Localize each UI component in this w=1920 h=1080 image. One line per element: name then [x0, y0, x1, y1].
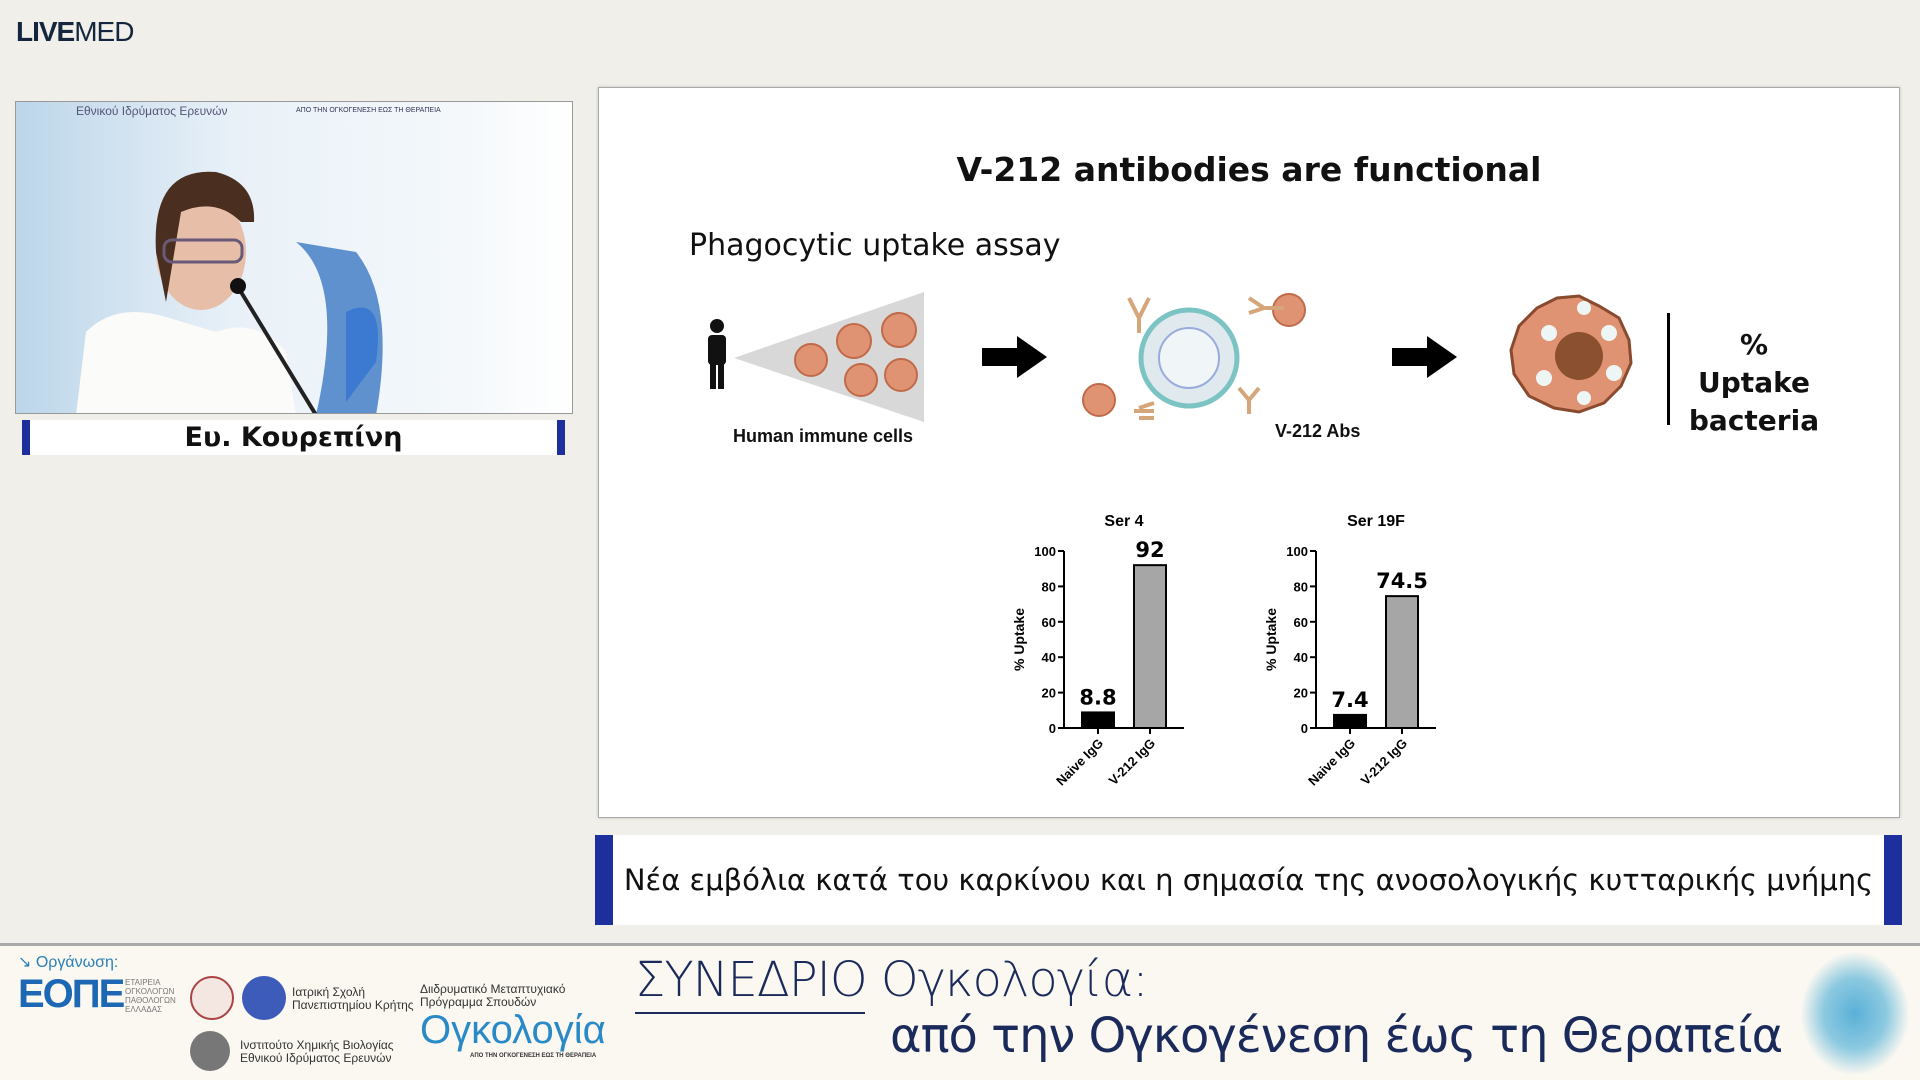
- conference-title-line2: από την Ογκογένεση έως τη Θεραπεία: [890, 1008, 1783, 1064]
- uptake-charts: Ser 4 0 20 40 60 80 100 % Uptake 8.8 Naive IgG 92 V…: [1011, 513, 1436, 789]
- eope-logo: ΕΟΠΕ: [18, 972, 125, 1016]
- slide-title: V-212 antibodies are functional: [956, 150, 1542, 189]
- backdrop-text: ΑΠΟ ΤΗΝ ΟΓΚΟΓΕΝΕΣΗ ΕΩΣ ΤΗ ΘΕΡΑΠΕΙΑ: [296, 107, 441, 114]
- institute-text: Ινστιτούτο Χημικής Βιολογίας Εθνικού Ιδρύ…: [240, 1038, 394, 1065]
- y-tick-label: 60: [1042, 615, 1056, 630]
- eope-subtitle: ΕΤΑΙΡΕΙΑ ΟΓΚΟΛΟΓΩΝ ΠΑΘΟΛΟΓΩΝ ΕΛΛΑΔΑΣ: [125, 978, 176, 1014]
- y-tick-label: 20: [1042, 686, 1056, 701]
- bar-v-212-igg: [1385, 595, 1419, 730]
- brush-decoration: [1800, 951, 1910, 1076]
- livemed-logo: LIVEMED: [16, 16, 134, 47]
- y-tick-label: 100: [1034, 544, 1056, 559]
- y-axis-label: % Uptake: [1263, 608, 1279, 671]
- y-tick-label: 60: [1294, 615, 1308, 630]
- y-tick-label: 80: [1042, 579, 1056, 594]
- arrow-icon: [982, 336, 1047, 378]
- bar-naive-igg: [1333, 713, 1367, 729]
- phagocyte-icon: [1509, 294, 1633, 414]
- y-tick-label: 40: [1294, 650, 1308, 665]
- person-icon: [708, 319, 726, 389]
- divider: [635, 1012, 865, 1014]
- oncology-tagline: ΑΠΟ ΤΗΝ ΟΓΚΟΓΕΝΕΣΗ ΕΩΣ ΤΗ ΘΕΡΑΠΕΙΑ: [470, 1053, 597, 1059]
- program-text: Διιδρυματικό Μεταπτυχιακό Πρόγραμμα Σπουδ…: [420, 982, 566, 1009]
- y-tick-label: 100: [1286, 544, 1308, 559]
- institute-seal: [190, 1031, 230, 1071]
- x-tick-label: Naive IgG: [1305, 736, 1358, 789]
- label-human-immune-cells: Human immune cells: [733, 426, 914, 446]
- x-tick-label: V-212 IgG: [1106, 736, 1159, 789]
- presentation-slide: V-212 antibodies are functional Phagocyt…: [598, 87, 1900, 818]
- y-tick-label: 0: [1049, 721, 1056, 736]
- university-seal: [190, 976, 234, 1020]
- bar-naive-igg: [1081, 711, 1115, 730]
- data-label: 92: [1135, 538, 1164, 562]
- divider: [1667, 313, 1670, 425]
- org-label: ↘ Οργάνωση:: [18, 954, 119, 971]
- assay-illustration: [708, 292, 1670, 425]
- speaker-name-bar: Ευ. Κουρεπίνη: [22, 420, 565, 455]
- slide-subtitle: Phagocytic uptake assay: [689, 228, 1061, 263]
- arrow-icon: [1392, 336, 1457, 378]
- y-axis-label: % Uptake: [1011, 608, 1027, 671]
- y-tick-label: 40: [1042, 650, 1056, 665]
- label-uptake-bacteria: % Uptake bacteria: [1688, 328, 1820, 437]
- data-label: 8.8: [1079, 685, 1116, 709]
- speaker-video: Εθνικού Ιδρύματος Ερευνών ΑΠΟ ΤΗΝ ΟΓΚΟΓΕ…: [15, 101, 573, 414]
- y-tick-label: 80: [1294, 579, 1308, 594]
- chart-title: Ser 4: [1104, 513, 1143, 530]
- y-tick-label: 20: [1294, 686, 1308, 701]
- bar-v-212-igg: [1133, 564, 1167, 729]
- med-school-text: Ιατρική Σχολή Πανεπιστημίου Κρήτης: [292, 985, 414, 1012]
- conference-title-line1: ΣΥΝΕΔΡΙΟ Ογκολογία:: [635, 952, 1148, 1008]
- backdrop-text: Εθνικού Ιδρύματος Ερευνών: [76, 104, 228, 118]
- y-tick-label: 0: [1301, 721, 1308, 736]
- session-title-banner: Νέα εμβόλια κατά του καρκίνου και η σημα…: [595, 835, 1902, 925]
- cells-cone: [734, 292, 924, 422]
- label-v212-abs: V-212 Abs: [1275, 421, 1361, 441]
- speaker-figure: [76, 171, 383, 413]
- data-label: 74.5: [1376, 569, 1428, 593]
- immune-cells-icon: [794, 312, 918, 397]
- footer: ↘ Οργάνωση: ΕΟΠΕ ΕΤΑΙΡΕΙΑ ΟΓΚΟΛΟΓΩΝ ΠΑΘΟΛΟ…: [0, 943, 1920, 1080]
- med-school-seal: [242, 976, 286, 1020]
- bacterium-antibodies-icon: [1082, 293, 1306, 420]
- oncology-logo: Ογκολογία: [420, 1008, 606, 1052]
- x-tick-label: V-212 IgG: [1358, 736, 1411, 789]
- chart-title: Ser 19F: [1347, 513, 1405, 530]
- x-tick-label: Naive IgG: [1053, 736, 1106, 789]
- data-label: 7.4: [1331, 688, 1368, 712]
